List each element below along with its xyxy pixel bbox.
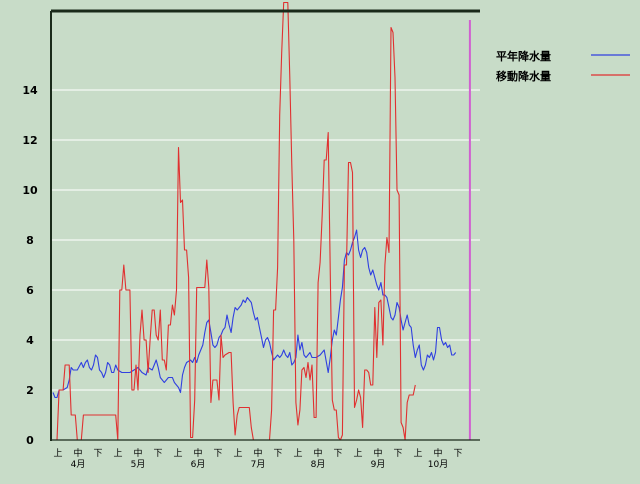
legend-label-1: 平年降水量 <box>496 49 551 63</box>
x-period-label: 中 <box>313 447 322 459</box>
x-month-label: 4月 <box>71 459 86 470</box>
series-line-2 <box>53 1 416 441</box>
y-tick-label: 6 <box>26 284 34 297</box>
x-period-label: 中 <box>373 447 382 459</box>
y-tick-label: 0 <box>26 434 34 447</box>
x-period-label: 下 <box>153 449 162 459</box>
series-line-1 <box>52 229 457 399</box>
legend-label-2: 移動降水量 <box>496 69 551 83</box>
series-layer <box>52 1 471 441</box>
x-period-label: 下 <box>213 449 222 459</box>
x-month-label: 6月 <box>191 459 206 470</box>
x-period-label: 下 <box>393 449 402 459</box>
x-month-label: 9月 <box>371 459 386 470</box>
x-period-label: 上 <box>353 448 362 459</box>
x-month-label: 5月 <box>131 459 146 470</box>
x-period-label: 中 <box>433 447 442 459</box>
x-period-label: 上 <box>113 448 122 459</box>
x-period-label: 下 <box>273 449 282 459</box>
x-month-label: 7月 <box>251 459 266 470</box>
x-month-label: 8月 <box>311 459 326 470</box>
y-tick-label: 12 <box>22 134 37 147</box>
x-period-label: 下 <box>93 449 102 459</box>
x-period-label: 上 <box>53 448 62 459</box>
y-tick-label: 8 <box>26 234 34 247</box>
x-month-label: 10月 <box>428 459 448 470</box>
x-period-label: 下 <box>453 449 462 459</box>
x-period-label: 上 <box>413 448 422 459</box>
y-tick-label: 10 <box>22 184 38 197</box>
x-period-label: 上 <box>173 448 182 459</box>
x-period-label: 中 <box>193 447 202 459</box>
x-period-label: 中 <box>253 447 262 459</box>
y-tick-label: 4 <box>26 334 34 347</box>
axes <box>50 9 480 441</box>
x-period-label: 中 <box>73 447 82 459</box>
x-period-label: 上 <box>233 448 242 459</box>
x-period-label: 下 <box>333 449 342 459</box>
y-axis-ticks: 0 2 4 6 8 10 12 14 <box>22 84 38 447</box>
y-tick-label: 14 <box>22 84 38 97</box>
y-tick-label: 2 <box>26 384 34 397</box>
x-period-label: 上 <box>293 448 302 459</box>
x-axis-ticks: 上中下上中下上中下上中下上中下上中下上中下4月 5月 6月 7月 8月 9月 10月 <box>53 447 462 470</box>
x-period-label: 中 <box>133 447 142 459</box>
